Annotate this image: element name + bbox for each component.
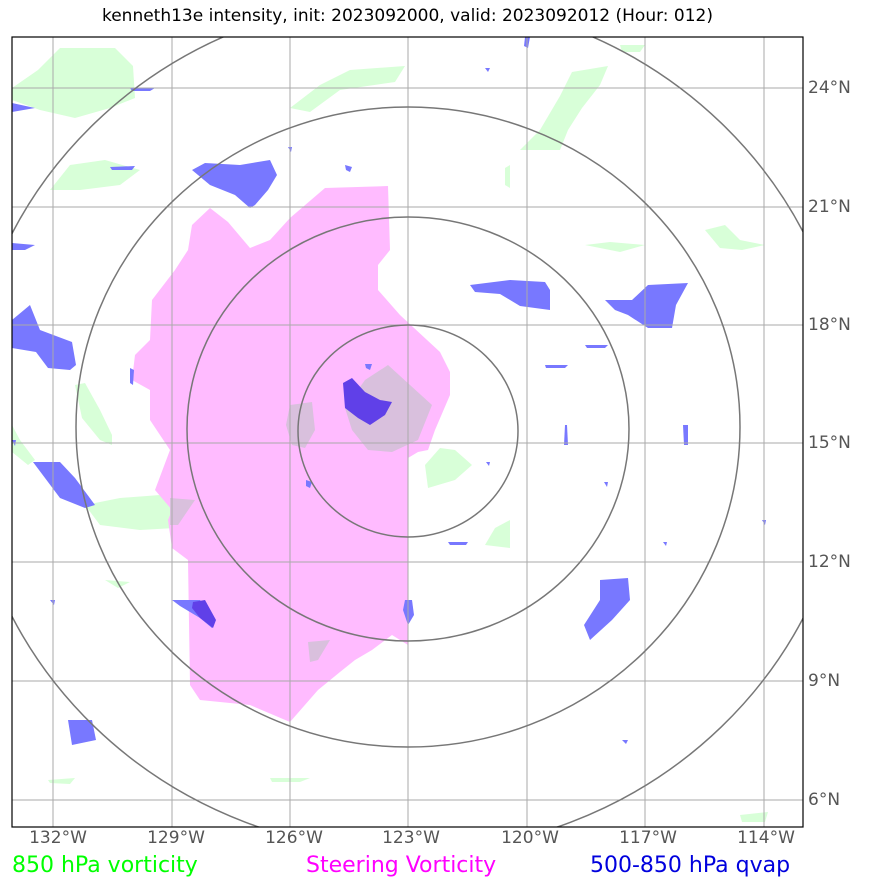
lat-label: 18°N xyxy=(808,315,851,335)
lat-label: 21°N xyxy=(808,197,851,217)
lat-label: 6°N xyxy=(808,790,841,810)
lon-label: 117°W xyxy=(619,828,677,848)
lat-label: 12°N xyxy=(808,552,851,572)
plot-title: kenneth13e intensity, init: 2023092000, … xyxy=(101,6,714,26)
lon-label: 120°W xyxy=(501,828,559,848)
lon-label: 114°W xyxy=(737,828,795,848)
lat-label: 24°N xyxy=(808,78,851,98)
lon-label: 132°W xyxy=(29,828,87,848)
plot-frame xyxy=(11,36,804,828)
qvap-steering-overlap xyxy=(192,378,392,628)
range-rings xyxy=(12,37,803,827)
legend-850-vorticity: 850 hPa vorticity xyxy=(12,853,198,878)
legend-steering-vorticity: Steering Vorticity xyxy=(306,853,497,878)
legend-qvap: 500-850 hPa qvap xyxy=(590,853,791,878)
lat-label: 15°N xyxy=(808,433,851,453)
qvap-fields xyxy=(12,37,766,745)
lon-label: 126°W xyxy=(265,828,323,848)
lon-label: 129°W xyxy=(147,828,205,848)
lat-label: 9°N xyxy=(808,671,841,691)
lon-label: 123°W xyxy=(382,828,440,848)
graticule xyxy=(12,37,803,827)
vorticity-850-fields xyxy=(12,45,768,822)
